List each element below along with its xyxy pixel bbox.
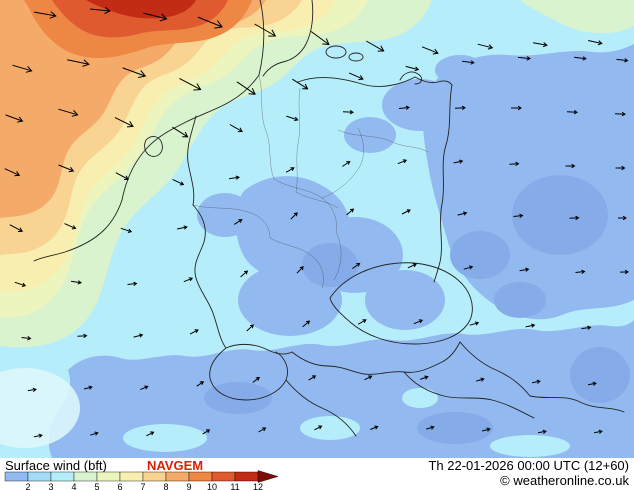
pale-corner-patch [0, 368, 80, 448]
svg-text:8: 8 [163, 482, 168, 490]
model-label: NAVGEM [147, 458, 204, 473]
svg-text:5: 5 [94, 482, 99, 490]
svg-text:7: 7 [140, 482, 145, 490]
cyan-patches [123, 388, 570, 457]
svg-text:2: 2 [25, 482, 30, 490]
datetime-label: Th 22-01-2026 00:00 UTC (12+60) [428, 458, 629, 473]
high-wind-regions [0, 0, 634, 348]
state-borders [192, 74, 429, 289]
wind-arrows [4, 7, 629, 438]
weather-map [0, 0, 634, 458]
svg-text:10: 10 [207, 482, 217, 490]
svg-text:12: 12 [253, 482, 263, 490]
copyright-label: © weatheronline.co.uk [500, 473, 629, 488]
svg-text:3: 3 [48, 482, 53, 490]
svg-text:6: 6 [117, 482, 122, 490]
svg-text:11: 11 [230, 482, 239, 490]
lowest-wind-accents [204, 175, 630, 444]
region-bft9 [0, 0, 266, 218]
legend-bar: Surface wind (bft) NAVGEM 2 3 4 5 6 7 8 9 10 11 12… [0, 458, 634, 490]
svg-text:9: 9 [186, 482, 191, 490]
region-bft12 [86, 0, 196, 19]
contour-fills [0, 0, 634, 458]
country-borders [33, 0, 625, 437]
legend-scale: 2 3 4 5 6 7 8 9 10 11 12 [4, 470, 279, 490]
region-bft5-ne [520, 0, 634, 34]
variable-label: Surface wind (bft) [5, 458, 107, 473]
svg-text:4: 4 [71, 482, 76, 490]
